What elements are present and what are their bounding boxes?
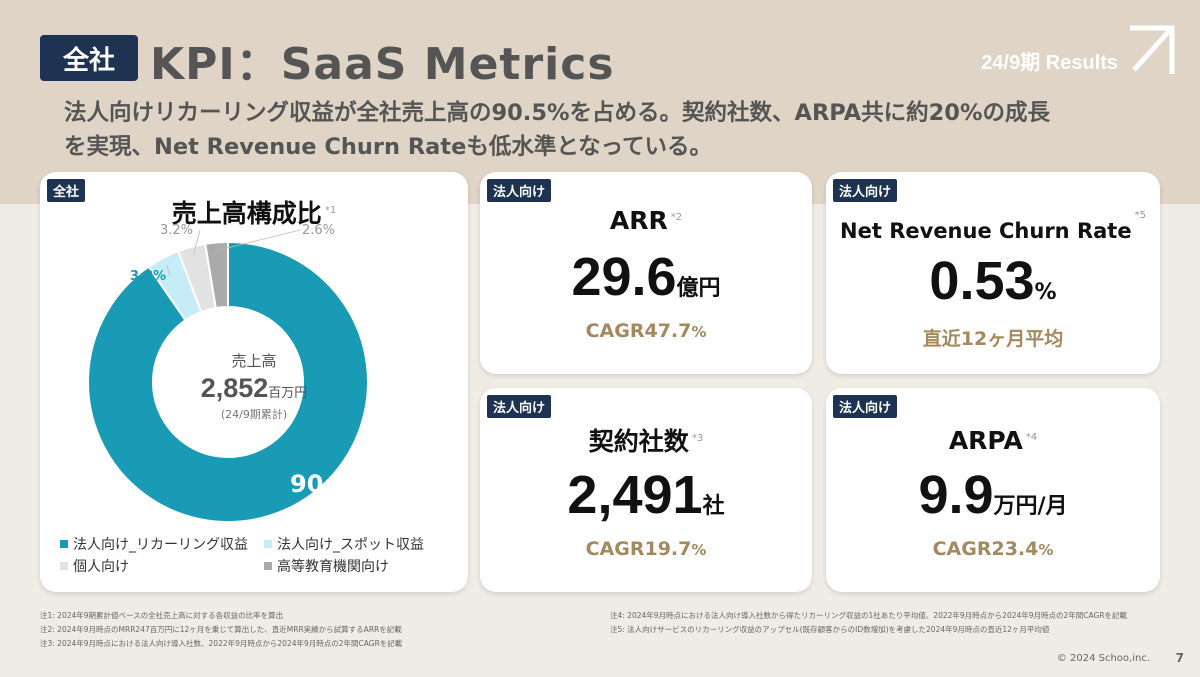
pie-slice-label: 3.8% (130, 269, 166, 284)
pie-slice (87, 240, 369, 523)
legend-item: 高等教育機関向け (264, 556, 389, 576)
card-tag: 全社 (47, 179, 86, 202)
center-label: 売上高 (231, 352, 277, 370)
card-subvalue: 直近12ヶ月平均 (922, 328, 1064, 350)
page-title: KPI：SaaS Metrics (150, 39, 615, 90)
leader-line (217, 229, 301, 251)
center-caption: (24/9期累計) (220, 408, 288, 421)
card-value: 2,491社 (567, 465, 725, 525)
logo-icon (1130, 25, 1175, 74)
kpi-card-arr: 法人向け ARR *2 29.6億円 CAGR47.7% (480, 172, 812, 374)
card-value: 0.53% (929, 251, 1057, 311)
footnote: 注4: 2024年9月時点における法人向け導入社数から得たリカーリング収益の1社… (610, 611, 1128, 620)
pie-slice-label: 90.5% (290, 470, 373, 498)
kpi-card-arpa: 法人向け ARPA *4 9.9万円/月 CAGR23.4% (826, 388, 1160, 592)
card-title: Net Revenue Churn Rate*5 (840, 210, 1146, 243)
legend-item: 法人向け_リカーリング収益 (60, 534, 248, 554)
card-title: 売上高構成比 *1 (171, 199, 337, 228)
card-subvalue: CAGR23.4% (932, 538, 1054, 560)
header-band (0, 0, 1200, 204)
leader-line (166, 265, 171, 277)
card-subvalue: CAGR19.7% (585, 538, 707, 560)
kpi-card-contracts: 法人向け 契約社数 *3 2,491社 CAGR19.7% (480, 388, 812, 592)
footnote: 注5: 法人向けサービスのリカーリング収益のアップセル(既存顧客からのID数増加… (610, 625, 1050, 634)
page-number: 7 (1175, 651, 1184, 665)
kpi-card-churn: 法人向け Net Revenue Churn Rate*5 0.53% 直近12… (826, 172, 1160, 374)
card-value: 9.9万円/月 (918, 465, 1068, 525)
leader-line (193, 229, 201, 255)
pie-slice-label: 2.6% (302, 223, 335, 238)
card-tag: 法人向け (487, 395, 552, 418)
pie-slice-label: 3.2% (160, 223, 193, 238)
footnote: 注1: 2024年9期累計値ベースの全社売上高に対する各収益の比率を算出 (40, 611, 284, 620)
card-title: 契約社数 *3 (588, 427, 704, 456)
footnote: 注3: 2024年9月時点における法人向け導入社数、2022年9月時点から202… (40, 639, 403, 648)
card-tag: 法人向け (833, 179, 898, 202)
card-value: 29.6億円 (571, 247, 721, 307)
copyright: © 2024 Schoo,inc. (1056, 653, 1150, 664)
card-tag: 法人向け (487, 179, 552, 202)
period-label: 24/9期 Results (981, 52, 1118, 74)
card-title: ARPA *4 (948, 426, 1038, 455)
donut-chart: 90.5% 3.8% 3.2% 2.6% (87, 223, 373, 523)
scope-badge: 全社 (40, 35, 138, 81)
card-tag: 法人向け (833, 395, 898, 418)
revenue-composition-card: 全社 売上高構成比 *1 90.5% 3.8% 3.2% 2.6% 売上高 2,852百… (40, 172, 468, 592)
center-value: 2,852百万円 (200, 373, 308, 403)
donut-center: 売上高 2,852百万円 (24/9期累計) (186, 350, 322, 422)
card-title: ARR *2 (609, 206, 683, 235)
legend-item: 法人向け_スポット収益 (264, 534, 424, 554)
legend-item: 個人向け (60, 556, 129, 576)
page-subtitle: 法人向けリカーリング収益が全社売上高の90.5%を占める。契約社数、ARPA共に… (64, 100, 1050, 160)
pie-slice (204, 240, 229, 310)
card-subvalue: CAGR47.7% (585, 320, 707, 342)
footnote: 注2: 2024年9月時点のMRR247百万円に12ヶ月を乗じて算出した、直近M… (40, 625, 402, 634)
